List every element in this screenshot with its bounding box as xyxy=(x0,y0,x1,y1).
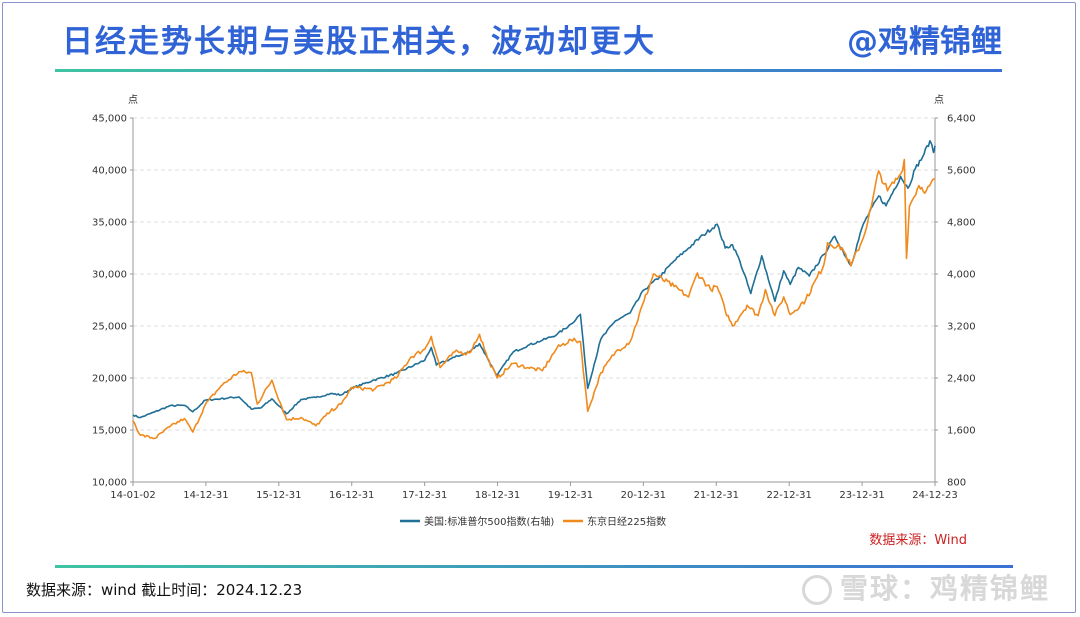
x-tick-label: 23-12-31 xyxy=(839,490,884,501)
footer-divider xyxy=(55,565,1013,568)
footer-note: 数据来源：wind 截止时间：2024.12.23 xyxy=(26,581,303,599)
right-y-tick-label: 1,600 xyxy=(947,426,976,437)
watermark-text: 雪球：鸡精锦鲤 xyxy=(839,572,1050,605)
right-y-tick-label: 5,600 xyxy=(947,166,976,177)
series-line-nikkei xyxy=(132,158,936,440)
legend: 美国:标准普尔500指数(右轴) 东京日经225指数 xyxy=(400,515,666,528)
right-y-tick-label: 3,200 xyxy=(947,322,976,333)
author-handle: @鸡精锦鲤 xyxy=(847,24,1002,60)
x-tick-label: 19-12-31 xyxy=(548,490,593,501)
x-tick-label: 24-12-23 xyxy=(912,490,957,501)
chart-source: 数据来源：Wind xyxy=(869,533,967,548)
x-tick-label: 17-12-31 xyxy=(402,490,447,501)
left-y-tick-label: 45,000 xyxy=(92,114,127,125)
right-y-tick-label: 4,000 xyxy=(947,270,976,281)
x-tick-label: 20-12-31 xyxy=(621,490,666,501)
x-ticks: 14-01-02 14-12-31 15-12-31 16-12-31 17-12-31… xyxy=(110,482,958,501)
left-y-tick-label: 40,000 xyxy=(92,166,127,177)
right-y-tick-label: 4,800 xyxy=(947,218,976,229)
left-y-tick-label: 35,000 xyxy=(92,218,127,229)
watermark: 雪球：鸡精锦鲤 xyxy=(801,567,1050,607)
left-y-tick-label: 30,000 xyxy=(92,270,127,281)
series-line-sp500 xyxy=(132,140,936,419)
x-tick-label: 14-12-31 xyxy=(183,490,228,501)
x-tick-label: 16-12-31 xyxy=(329,490,374,501)
x-tick-label: 18-12-31 xyxy=(475,490,520,501)
title-divider xyxy=(55,69,1002,72)
left-y-tick-label: 10,000 xyxy=(92,478,127,489)
right-y-tick-label: 800 xyxy=(947,478,966,489)
left-axis-unit: 点 xyxy=(128,94,138,106)
left-y-ticks: 10,000 15,000 20,000 25,000 30,000 35,000 40,0… xyxy=(92,114,133,489)
snowball-logo-icon xyxy=(801,575,832,605)
x-tick-label: 15-12-31 xyxy=(256,490,301,501)
legend-label-nikkei: 东京日经225指数 xyxy=(587,515,666,528)
page-title: 日经走势长期与美股正相关，波动却更大 xyxy=(62,24,656,60)
x-tick-label: 22-12-31 xyxy=(766,490,811,501)
axes xyxy=(132,118,936,483)
right-y-tick-label: 2,400 xyxy=(947,374,976,385)
right-y-ticks: 800 1,600 2,400 3,200 4,000 4,800 5,600 6,400 xyxy=(935,114,976,489)
right-y-tick-label: 6,400 xyxy=(947,114,976,125)
gridlines xyxy=(133,117,935,431)
left-y-tick-label: 20,000 xyxy=(92,374,127,385)
right-axis-unit: 点 xyxy=(934,94,944,106)
left-y-tick-label: 15,000 xyxy=(92,426,127,437)
series-lines xyxy=(132,140,936,440)
x-tick-label: 14-01-02 xyxy=(110,490,155,501)
legend-label-sp500: 美国:标准普尔500指数(右轴) xyxy=(424,515,554,528)
left-y-tick-label: 25,000 xyxy=(92,322,127,333)
x-tick-label: 21-12-31 xyxy=(694,490,739,501)
